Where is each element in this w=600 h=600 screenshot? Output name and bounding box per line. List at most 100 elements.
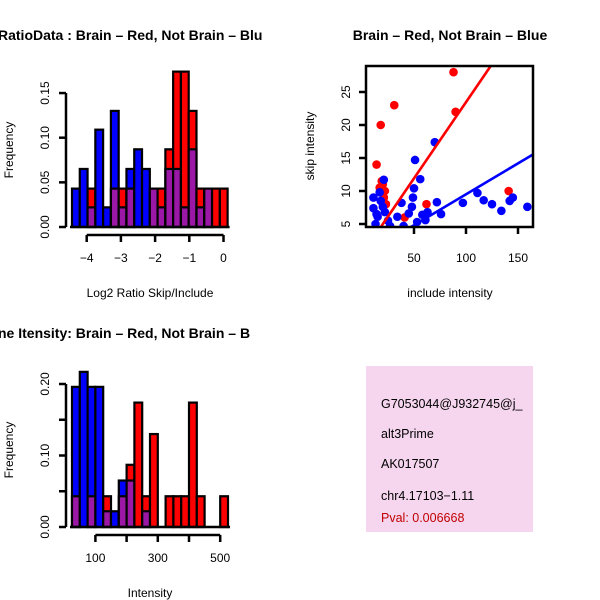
- point-red: [389, 100, 399, 110]
- y-tick-label: 20: [339, 118, 353, 132]
- bar-overlap: [195, 206, 206, 229]
- point-blue: [408, 193, 418, 202]
- point-blue: [380, 207, 390, 217]
- y-tick-label: 25: [339, 85, 353, 99]
- chart-title: Brain – Red, Not Brain – Blue: [353, 27, 548, 43]
- point-blue: [432, 197, 442, 207]
- point-red: [504, 186, 513, 196]
- x-tick-label: −2: [148, 251, 162, 265]
- bar-red: [180, 495, 191, 529]
- bar-red: [164, 495, 175, 529]
- bar-overlap: [172, 167, 183, 229]
- plot-frame: [364, 64, 535, 229]
- x-axis-label: Log2 Ratio Skip/Include: [87, 286, 214, 300]
- x-tick-label: −1: [182, 251, 196, 265]
- y-axis-label: skip intensity: [303, 112, 317, 181]
- bar-red: [133, 401, 144, 529]
- info-panel: G7053044@J932745@j_ alt3Prime AK017507 c…: [366, 366, 533, 532]
- bar-overlap: [117, 495, 128, 529]
- point-blue: [423, 207, 432, 217]
- locus: chr4.17103−1.11: [381, 489, 474, 503]
- point-red: [372, 160, 381, 169]
- point-blue: [379, 175, 389, 185]
- plot-area: [369, 66, 533, 227]
- point-red: [449, 67, 458, 77]
- point-blue: [487, 199, 497, 209]
- plot-marks: [369, 66, 533, 227]
- point-blue: [409, 184, 419, 193]
- point-blue: [508, 193, 518, 202]
- x-tick-label: 150: [508, 251, 528, 265]
- bar-overlap: [148, 187, 159, 229]
- bar-red: [172, 495, 183, 529]
- point-blue: [410, 155, 420, 165]
- point-blue: [458, 198, 468, 208]
- bar-blue: [140, 167, 151, 229]
- point-blue: [393, 212, 402, 222]
- point-blue: [415, 174, 425, 184]
- bar-overlap: [125, 187, 136, 229]
- bar-overlap: [125, 479, 136, 529]
- x-tick-label: 100: [456, 251, 476, 265]
- bar-overlap: [164, 167, 175, 229]
- y-tick-label: 5: [339, 220, 353, 227]
- bar-red: [219, 495, 230, 529]
- x-tick-label: 500: [210, 551, 230, 565]
- y-tick-label: 0.10: [38, 126, 52, 150]
- bar-overlap: [102, 510, 113, 529]
- event-id: G7053044@J932745@j_: [381, 397, 524, 411]
- point-blue: [399, 221, 408, 227]
- bar-blue: [94, 128, 105, 229]
- fit-line-blue: [408, 153, 533, 227]
- fit-line-red: [379, 66, 493, 227]
- bar-overlap: [109, 187, 120, 229]
- x-axis-label: include intensity: [407, 286, 492, 300]
- y-axis-label: Frequency: [2, 122, 16, 179]
- bar-blue: [94, 385, 105, 529]
- y-tick-label: 0.15: [38, 81, 52, 105]
- bar-overlap: [156, 206, 167, 229]
- p-value: Pval: 0.006668: [381, 511, 464, 525]
- point-blue: [497, 206, 506, 216]
- point-blue: [404, 209, 414, 218]
- bar-blue: [109, 510, 120, 529]
- point-blue: [473, 188, 482, 198]
- point-blue: [376, 196, 386, 206]
- bar-overlap: [70, 495, 81, 529]
- event-type: alt3Prime: [381, 427, 434, 441]
- bar-red: [210, 187, 221, 229]
- chart-title: RatioData : Brain – Red, Not Brain – Blu: [0, 27, 262, 43]
- bar-red: [218, 187, 229, 229]
- info-panel-background: [366, 366, 533, 532]
- bar-overlap: [141, 510, 152, 529]
- y-tick-label: 0.20: [38, 372, 52, 396]
- point-red: [376, 120, 386, 130]
- bar-overlap: [86, 495, 97, 529]
- y-tick-label: 0.05: [38, 170, 52, 194]
- y-tick-label: 15: [339, 151, 353, 165]
- point-blue: [407, 202, 417, 212]
- point-blue: [375, 188, 384, 197]
- scatter-intensity: Brain – Red, Not Brain – Blue include in…: [303, 27, 547, 300]
- x-tick-label: −4: [80, 251, 94, 265]
- bar-red: [187, 401, 198, 529]
- x-tick-label: −3: [114, 251, 128, 265]
- x-axis-label: Intensity: [128, 586, 173, 600]
- x-tick-label: 100: [85, 551, 105, 565]
- bar-blue: [133, 148, 144, 229]
- point-blue: [369, 193, 378, 202]
- histogram-intensity: ne Itensity: Brain – Red, Not Brain – B …: [0, 325, 250, 600]
- x-tick-label: 50: [407, 251, 421, 265]
- bar-blue: [70, 187, 81, 229]
- point-blue: [372, 209, 381, 219]
- bar-overlap: [179, 206, 190, 229]
- x-tick-label: 300: [148, 551, 168, 565]
- bar-overlap: [203, 187, 214, 229]
- bar-overlap: [117, 206, 128, 229]
- y-axis-label: Frequency: [2, 422, 16, 479]
- point-blue: [523, 202, 532, 212]
- y-tick-label: 10: [339, 184, 353, 198]
- point-red: [422, 199, 431, 209]
- point-blue: [436, 209, 446, 219]
